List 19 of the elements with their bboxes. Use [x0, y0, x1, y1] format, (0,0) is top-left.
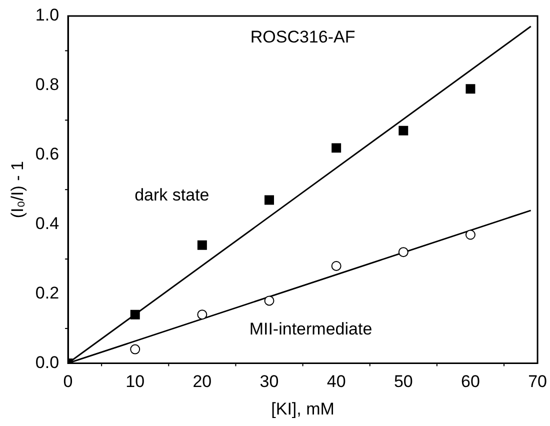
y-tick-label: 0.6	[35, 144, 60, 164]
x-tick-label: 30	[260, 372, 279, 392]
y-tick-label: 0.8	[35, 75, 60, 94]
y-tick-label: 0.0	[35, 352, 60, 372]
x-axis-title: [KI], mM	[271, 399, 334, 418]
y-axis-title: (I₀/I) - 1	[8, 161, 27, 218]
y-tick-label: 0.4	[35, 214, 60, 234]
x-tick-label: 0	[63, 372, 73, 392]
x-tick-label: 10	[126, 372, 145, 392]
x-tick-label: 20	[192, 372, 212, 392]
text: dark state	[134, 186, 210, 205]
series-label: MII-intermediate	[249, 320, 372, 339]
x-tick-label: 50	[394, 372, 413, 392]
x-tick-label: 40	[326, 372, 346, 392]
y-tick-label: 0.2	[35, 283, 60, 302]
x-tick-label: 60	[461, 372, 480, 392]
y-tick-label: 1.0	[35, 6, 60, 25]
x-tick-label: 70	[528, 372, 548, 392]
text: ROSC316-AF	[250, 28, 356, 47]
